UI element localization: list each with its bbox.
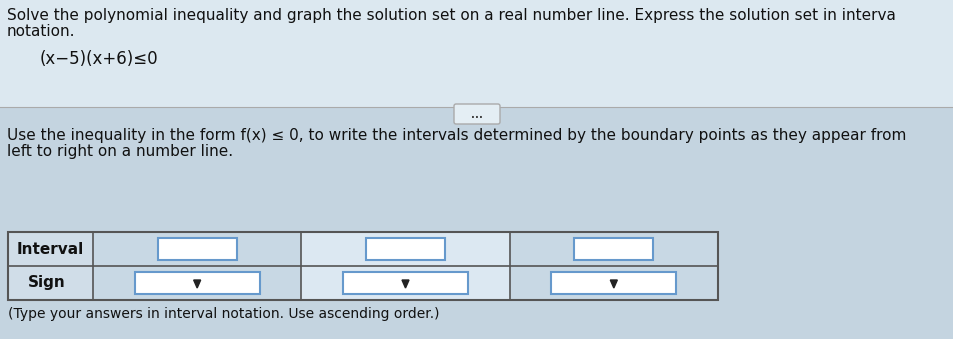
Polygon shape [401,280,409,288]
Bar [8,232,92,300]
Polygon shape [193,280,200,288]
Bar [92,232,301,300]
Bar [551,272,676,294]
Text: Interval: Interval [17,241,84,257]
Text: Solve the polynomial inequality and graph the solution set on a real number line: Solve the polynomial inequality and grap… [7,8,895,23]
Bar [366,238,445,260]
Polygon shape [610,280,617,288]
Text: notation.: notation. [7,24,75,39]
Bar [0,0,953,107]
Bar [157,238,236,260]
Text: Use the inequality in the form f(x) ≤ 0, to write the intervals determined by th: Use the inequality in the form f(x) ≤ 0,… [7,128,905,143]
Bar [574,238,653,260]
Bar [509,232,718,300]
FancyBboxPatch shape [454,104,499,124]
Text: (x−5)(x+6)≤0: (x−5)(x+6)≤0 [40,50,158,68]
Bar [8,232,718,300]
Text: Sign: Sign [28,276,66,291]
Text: (Type your answers in interval notation. Use ascending order.): (Type your answers in interval notation.… [8,307,439,321]
Bar [301,232,509,300]
Text: ...: ... [471,109,482,120]
Text: left to right on a number line.: left to right on a number line. [7,144,233,159]
Bar [343,272,468,294]
Bar [134,272,259,294]
